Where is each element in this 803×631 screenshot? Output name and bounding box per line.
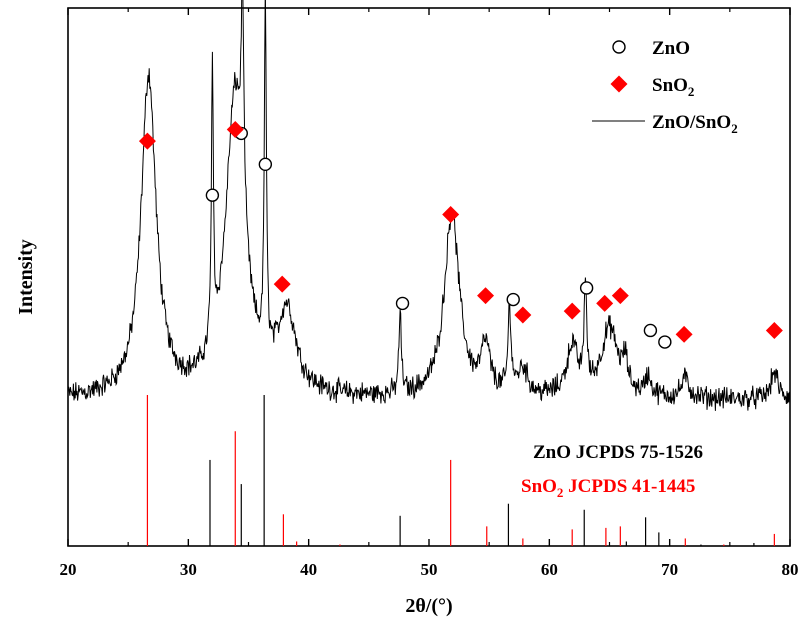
zno-peak-marker <box>395 296 410 311</box>
sno2-peak-marker <box>765 321 783 339</box>
zno-peak-marker <box>205 188 220 202</box>
sno2-peak-marker <box>477 287 495 305</box>
legend-label-composite: ZnO/SnO2 <box>652 112 738 136</box>
legend-label-sno2: SnO2 <box>652 75 694 99</box>
sno2-peak-marker <box>596 294 614 312</box>
zno-peak-marker <box>506 292 520 307</box>
x-tick-label: 20 <box>60 560 77 579</box>
sno2-peak-marker <box>226 121 244 139</box>
legend-sno2-diamond-icon <box>610 75 628 93</box>
sno2-peak-marker <box>442 206 460 224</box>
legend-label-zno: ZnO <box>652 38 690 59</box>
x-tick-label: 70 <box>661 560 678 579</box>
sno2-peak-marker <box>611 287 629 305</box>
x-axis-tick-labels: 20 30 40 50 60 70 80 <box>60 560 799 579</box>
x-tick-label: 50 <box>421 560 438 579</box>
ref-label-zno: ZnO JCPDS 75-1526 <box>533 442 703 463</box>
ref-label-sno2: SnO2 JCPDS 41-1445 <box>521 476 695 500</box>
sno2-peak-marker <box>563 302 581 320</box>
sno2-peak-marker <box>675 325 693 343</box>
legend-zno-circle-icon <box>612 40 626 54</box>
legend: ZnO SnO2 ZnO/SnO2 <box>592 38 738 136</box>
reference-patterns <box>146 395 775 546</box>
y-axis-label: Intensity <box>15 239 37 315</box>
x-tick-label: 60 <box>541 560 558 579</box>
zno-peak-marker <box>579 281 594 295</box>
x-axis-ticks <box>67 8 791 546</box>
zno-peak-marker <box>658 335 672 349</box>
sno2-peak-marker <box>514 306 532 324</box>
x-axis-label: 2θ/(°) <box>405 595 452 617</box>
x-tick-label: 40 <box>300 560 317 579</box>
zno-peak-marker <box>258 157 273 172</box>
x-tick-label: 80 <box>782 560 799 579</box>
xrd-pattern-line <box>67 0 791 411</box>
x-tick-label: 30 <box>180 560 197 579</box>
peak-markers <box>138 121 783 349</box>
sno2-peak-marker <box>138 132 156 150</box>
zno-peak-marker <box>643 323 658 338</box>
sno2-peak-marker <box>273 275 291 293</box>
